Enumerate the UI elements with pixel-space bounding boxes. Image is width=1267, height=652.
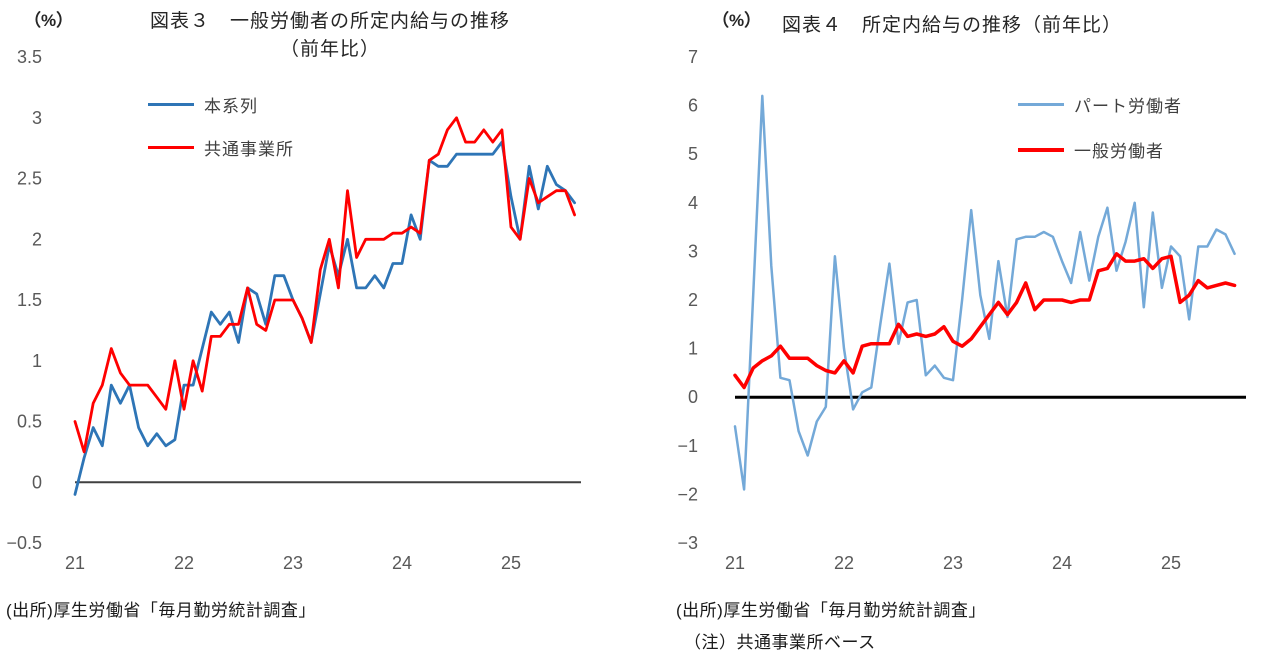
svg-text:2: 2	[688, 290, 698, 310]
fig3-title-line1: 図表３ 一般労働者の所定内給与の推移	[149, 11, 510, 32]
svg-text:24: 24	[392, 553, 412, 573]
svg-text:25: 25	[501, 553, 521, 573]
svg-text:0: 0	[32, 472, 42, 492]
svg-text:3.5: 3.5	[17, 47, 42, 67]
fig4-legend-item-part: パート労働者	[1018, 92, 1182, 117]
svg-text:25: 25	[1161, 553, 1181, 573]
svg-text:6: 6	[688, 96, 698, 116]
fig4-legend-line-lightblue-icon	[1018, 103, 1064, 106]
svg-text:23: 23	[283, 553, 303, 573]
chart-fig3: 3.5 3 2.5 2 1.5 1 0.5 0 −0.5 21 22 23 24 25 （%） 図表３ 一…	[6, 11, 581, 620]
svg-text:23: 23	[943, 553, 963, 573]
fig3-legend-label: 共通事業所	[204, 140, 294, 159]
svg-text:1: 1	[688, 339, 698, 359]
svg-text:22: 22	[174, 553, 194, 573]
fig3-y-unit-label: （%）	[24, 11, 74, 30]
svg-text:5: 5	[688, 144, 698, 164]
fig4-note-kyotsu-base: （注）共通事業所ベース	[684, 633, 876, 652]
svg-text:24: 24	[1052, 553, 1072, 573]
fig3-legend-line-blue-icon	[148, 103, 194, 106]
fig3-legend-line-red-icon	[148, 146, 194, 149]
fig4-legend-label: パート労働者	[1074, 97, 1182, 116]
fig3-legend-item-kyotsu: 共通事業所	[148, 135, 294, 160]
svg-text:−1: −1	[677, 436, 698, 456]
fig4-legend-item-ippan: 一般労働者	[1018, 137, 1164, 162]
svg-text:21: 21	[725, 553, 745, 573]
svg-text:−2: −2	[677, 484, 698, 504]
svg-text:0: 0	[688, 387, 698, 407]
fig4-title: 図表４ 所定内給与の推移（前年比）	[782, 15, 1123, 36]
svg-text:3: 3	[32, 108, 42, 128]
fig3-legend-label: 本系列	[204, 97, 258, 116]
fig3-plot: 3.5 3 2.5 2 1.5 1 0.5 0 −0.5 21 22 23 24 25	[6, 47, 581, 573]
svg-text:1.5: 1.5	[17, 290, 42, 310]
svg-text:21: 21	[65, 553, 85, 573]
chart-fig4: 7 6 5 4 3 2 1 0 −1 −2 −3 21 22 23 24 25 （%） 図表４ 所定内給与の推…	[650, 0, 1267, 652]
fig3-legend-item-honkeiretsu: 本系列	[148, 92, 258, 117]
fig3-title-line2: （前年比）	[279, 39, 380, 60]
svg-text:0.5: 0.5	[17, 412, 42, 432]
fig4-legend-label: 一般労働者	[1074, 142, 1164, 161]
svg-text:2: 2	[32, 229, 42, 249]
svg-text:1: 1	[32, 351, 42, 371]
fig4-source-note: (出所)厚生労働省「毎月勤労統計調査」	[676, 601, 986, 620]
fig4-y-unit-label: （%）	[712, 11, 762, 30]
svg-text:4: 4	[688, 193, 698, 213]
svg-text:−0.5: −0.5	[6, 533, 42, 553]
fig3-source-note: (出所)厚生労働省「毎月勤労統計調査」	[6, 601, 316, 620]
svg-text:7: 7	[688, 47, 698, 67]
svg-text:3: 3	[688, 241, 698, 261]
svg-text:22: 22	[834, 553, 854, 573]
svg-text:2.5: 2.5	[17, 169, 42, 189]
fig4-legend-line-red-icon	[1018, 147, 1064, 152]
svg-text:−3: −3	[677, 533, 698, 553]
